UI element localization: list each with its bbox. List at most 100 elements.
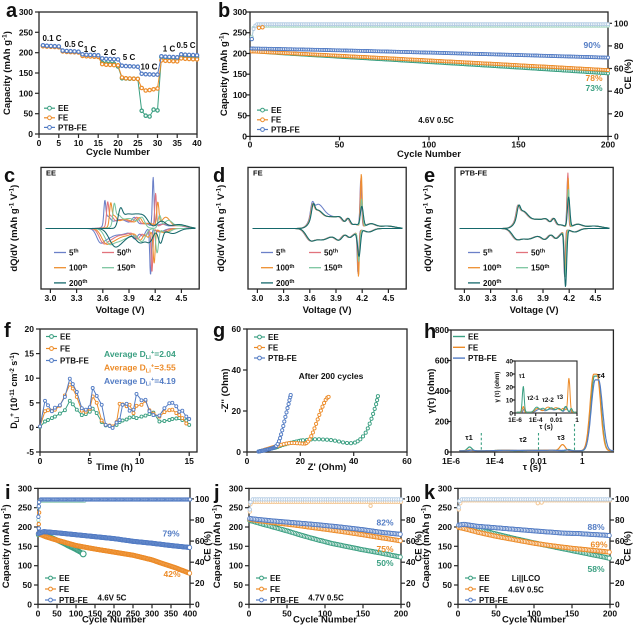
svg-text:FE: FE <box>59 585 70 594</box>
svg-text:400: 400 <box>183 608 197 618</box>
svg-text:150th​: 150th​ <box>324 264 343 273</box>
svg-text:10: 10 <box>506 398 514 405</box>
svg-text:300: 300 <box>18 483 32 493</box>
svg-text:50: 50 <box>443 580 453 590</box>
svg-text:250: 250 <box>18 503 32 513</box>
svg-text:150: 150 <box>18 541 32 551</box>
svg-text:40: 40 <box>506 359 514 366</box>
svg-text:0: 0 <box>38 456 43 466</box>
svg-text:1E-4: 1E-4 <box>486 456 504 466</box>
svg-text:τ1: τ1 <box>519 373 526 380</box>
svg-text:h: h <box>424 321 436 343</box>
svg-text:40: 40 <box>615 557 625 567</box>
svg-text:3.3: 3.3 <box>485 293 497 303</box>
svg-text:75%: 75% <box>376 544 393 554</box>
svg-text:60: 60 <box>402 456 412 466</box>
svg-text:150: 150 <box>88 608 102 618</box>
svg-text:0: 0 <box>37 138 42 148</box>
svg-text:50th​: 50th​ <box>531 249 545 258</box>
svg-text:150: 150 <box>511 139 525 149</box>
svg-text:4.5: 4.5 <box>589 293 601 303</box>
svg-text:200th​: 200th​ <box>276 279 295 288</box>
svg-text:88%: 88% <box>587 522 604 532</box>
svg-text:400: 400 <box>435 386 449 396</box>
svg-text:j: j <box>213 482 220 504</box>
svg-text:300: 300 <box>233 7 247 17</box>
svg-text:600: 600 <box>435 356 449 366</box>
svg-text:EE: EE <box>271 106 282 115</box>
svg-text:69%: 69% <box>590 540 607 550</box>
svg-text:τ2-1: τ2-1 <box>527 395 539 402</box>
svg-text:EE: EE <box>270 574 281 583</box>
svg-text:800: 800 <box>435 325 449 335</box>
svg-text:10 C: 10 C <box>141 63 158 72</box>
svg-text:a: a <box>6 0 18 22</box>
svg-text:EE: EE <box>46 169 56 178</box>
svg-text:20: 20 <box>506 385 514 392</box>
svg-text:40: 40 <box>195 557 205 567</box>
svg-text:250: 250 <box>126 608 140 618</box>
svg-text:3.9: 3.9 <box>123 293 135 303</box>
svg-text:0: 0 <box>27 599 32 609</box>
svg-text:5: 5 <box>87 456 92 466</box>
svg-text:0: 0 <box>456 608 461 618</box>
svg-text:20: 20 <box>406 578 416 588</box>
svg-text:0: 0 <box>509 411 513 418</box>
svg-text:150th​: 150th​ <box>117 264 136 273</box>
svg-text:0.01: 0.01 <box>530 456 547 466</box>
svg-text:90%: 90% <box>583 40 600 50</box>
svg-text:0: 0 <box>242 131 247 141</box>
svg-text:Average DLi​+​=2.04: Average DLi​+​=2.04 <box>104 349 176 361</box>
svg-text:CE (%): CE (%) <box>203 531 214 562</box>
svg-text:10: 10 <box>74 138 84 148</box>
svg-text:100: 100 <box>69 608 83 618</box>
svg-text:Cycle Number: Cycle Number <box>86 147 150 158</box>
svg-text:40: 40 <box>406 557 416 567</box>
svg-text:-Z'' (Ohm): -Z'' (Ohm) <box>220 368 231 412</box>
svg-text:dQ/dV (mAh g-1​ V-1​): dQ/dV (mAh g-1​ V-1​) <box>216 185 227 272</box>
svg-text:80: 80 <box>406 515 416 525</box>
svg-text:0: 0 <box>245 456 250 466</box>
svg-text:100: 100 <box>195 494 209 504</box>
svg-text:3.0: 3.0 <box>44 293 56 303</box>
svg-text:100th​: 100th​ <box>69 264 88 273</box>
svg-text:58%: 58% <box>587 564 604 574</box>
svg-text:0: 0 <box>247 608 252 618</box>
svg-text:0.5 C: 0.5 C <box>64 40 83 49</box>
svg-text:0: 0 <box>28 129 33 139</box>
svg-text:FE: FE <box>253 169 263 178</box>
svg-text:150: 150 <box>233 69 247 79</box>
svg-text:Capacity (mAh g-1​): Capacity (mAh g-1​) <box>212 504 223 588</box>
svg-text:40: 40 <box>232 365 242 375</box>
svg-text:3.0: 3.0 <box>251 293 263 303</box>
svg-text:300: 300 <box>438 483 452 493</box>
svg-text:CE (%): CE (%) <box>623 531 634 562</box>
svg-text:60: 60 <box>614 64 624 74</box>
svg-text:5: 5 <box>29 398 34 408</box>
svg-text:100: 100 <box>406 494 420 504</box>
svg-text:1 C: 1 C <box>163 45 176 54</box>
svg-text:42%: 42% <box>163 569 180 579</box>
svg-text:dQ/dV (mAh g-1​ V-1​): dQ/dV (mAh g-1​ V-1​) <box>9 185 20 272</box>
svg-text:FE: FE <box>271 116 282 125</box>
svg-text:30: 30 <box>506 372 514 379</box>
svg-text:150: 150 <box>565 608 579 618</box>
svg-text:15: 15 <box>93 138 103 148</box>
svg-text:15: 15 <box>25 349 35 359</box>
svg-text:4.6V 0.5C: 4.6V 0.5C <box>418 116 454 125</box>
svg-text:100: 100 <box>422 139 436 149</box>
svg-text:FE: FE <box>468 343 479 352</box>
svg-text:4.2: 4.2 <box>149 293 161 303</box>
svg-text:4.2: 4.2 <box>356 293 368 303</box>
svg-text:50th​: 50th​ <box>324 249 338 258</box>
svg-text:1E-6: 1E-6 <box>508 417 522 424</box>
svg-text:200: 200 <box>233 49 247 59</box>
svg-text:3.0: 3.0 <box>458 293 470 303</box>
svg-text:250: 250 <box>19 27 33 37</box>
svg-text:τ4: τ4 <box>597 371 605 380</box>
svg-text:1 C: 1 C <box>84 45 97 54</box>
svg-text:3.3: 3.3 <box>71 293 83 303</box>
svg-text:73%: 73% <box>585 83 602 93</box>
svg-text:Capacity (mAh g-1​): Capacity (mAh g-1​) <box>421 504 432 588</box>
svg-text:Z' (Ohm): Z' (Ohm) <box>308 462 347 473</box>
